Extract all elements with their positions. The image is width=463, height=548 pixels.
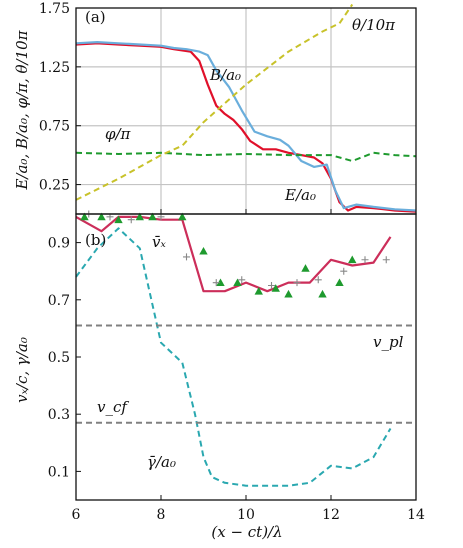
plus-marker xyxy=(340,267,348,275)
panel-b-y-tick-label: 0.1 xyxy=(48,464,70,480)
b-annotation: B/a₀ xyxy=(209,66,241,84)
panel-a: 0.25 0.75 1.25 1.75 xyxy=(39,1,417,215)
panel-a-series-3-line xyxy=(75,3,354,201)
vcf-annotation: v_cf xyxy=(97,398,129,416)
vx-annotation: v̄ₓ xyxy=(152,233,166,251)
x-tick-label: 8 xyxy=(157,507,166,523)
panel-b-y-axis-label: vₓ/c, γ/a₀ xyxy=(13,337,31,403)
vpl-annotation: v_pl xyxy=(373,333,404,351)
triangle-marker xyxy=(135,212,144,221)
panel-a-y-tick-label: 1.25 xyxy=(39,60,70,76)
plus-marker xyxy=(293,279,301,287)
phi-annotation: φ/π xyxy=(105,125,132,143)
triangle-marker xyxy=(80,212,89,221)
panel-b-y-tick-label: 0.3 xyxy=(48,407,70,423)
panel-b-y-tick-label: 0.7 xyxy=(48,293,70,309)
plus-marker xyxy=(212,279,220,287)
triangle-marker xyxy=(97,212,106,221)
triangle-marker xyxy=(216,278,225,286)
panel-a-y-axis-label: E/a₀, B/a₀, φ/π, θ/10π xyxy=(13,29,31,190)
panel-a-y-tick-label: 0.25 xyxy=(39,178,70,194)
triangle-marker xyxy=(178,212,187,221)
triangle-marker xyxy=(114,215,123,224)
labels-layer: (a) (b) θ/10π B/a₀ φ/π E/a₀ v̄ₓ v_pl v_c… xyxy=(13,8,404,541)
triangle-marker xyxy=(284,289,293,298)
triangle-marker xyxy=(199,246,208,255)
plus-marker xyxy=(314,276,322,284)
plus-marker xyxy=(382,256,390,264)
triangle-marker xyxy=(148,212,157,221)
x-axis-label: (x − ct)/λ xyxy=(211,523,282,541)
plus-marker xyxy=(127,216,135,224)
x-tick-label: 10 xyxy=(237,507,255,523)
panel-b-series-0-line xyxy=(75,215,392,293)
plus-marker xyxy=(361,256,369,264)
panel-b-series-1-line xyxy=(75,227,392,487)
triangle-marker xyxy=(233,278,242,286)
triangle-marker xyxy=(335,278,344,286)
triangle-marker xyxy=(301,264,310,272)
plus-marker xyxy=(268,282,275,289)
triangle-marker xyxy=(348,255,357,264)
panel-b: 0.1 0.3 0.5 0.7 0.9 6 8 10 12 14 xyxy=(48,210,425,523)
x-tick-label: 12 xyxy=(322,507,340,523)
gamma-annotation: γ̄/a₀ xyxy=(147,453,176,471)
panel-b-y-tick-label: 0.5 xyxy=(48,350,70,366)
x-tick-label: 14 xyxy=(407,507,425,523)
x-tick-label: 6 xyxy=(72,507,81,523)
panel-a-label: (a) xyxy=(85,8,106,26)
triangle-marker xyxy=(271,284,280,292)
panel-a-series-2-line xyxy=(75,151,417,162)
triangle-marker xyxy=(318,289,327,298)
panel-b-y-tick-label: 0.9 xyxy=(48,236,70,252)
theta-annotation: θ/10π xyxy=(352,16,396,34)
panel-a-series-1-line xyxy=(75,40,417,212)
panel-a-y-tick-label: 0.75 xyxy=(39,119,70,135)
plus-marker xyxy=(183,253,190,261)
triangle-marker xyxy=(254,287,263,295)
panel-b-label: (b) xyxy=(85,231,106,249)
plus-marker xyxy=(238,276,246,284)
e-annotation: E/a₀ xyxy=(284,186,316,204)
panel-a-y-tick-label: 1.75 xyxy=(39,1,70,17)
